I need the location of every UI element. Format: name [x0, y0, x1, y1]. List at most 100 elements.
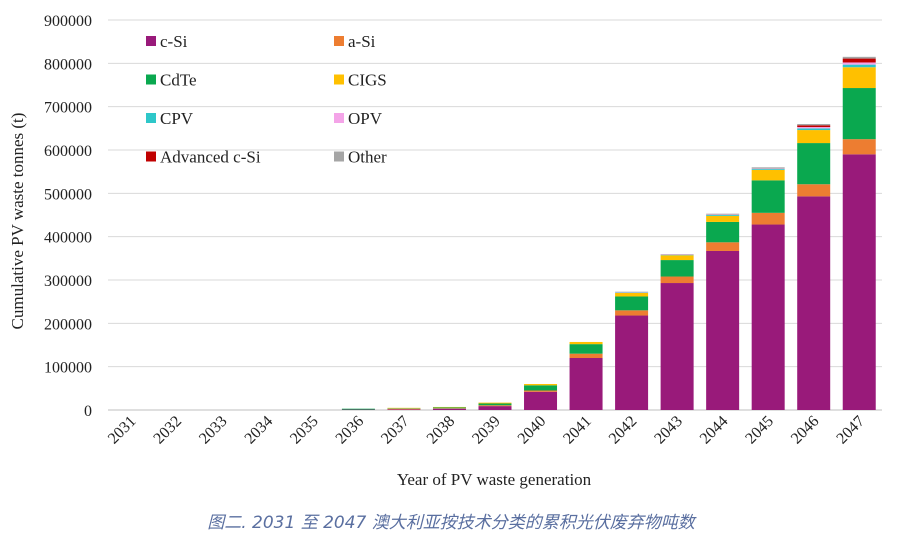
bar-segment — [478, 402, 512, 404]
x-tick-label: 2033 — [196, 413, 231, 448]
x-tick-label: 2047 — [833, 413, 868, 448]
y-tick-label: 400000 — [44, 230, 92, 247]
bar-segment — [524, 385, 558, 391]
x-tick-label: 2042 — [606, 413, 641, 448]
legend-label: CPV — [160, 109, 194, 128]
y-tick-label: 500000 — [44, 186, 92, 203]
x-tick-label: 2035 — [287, 413, 322, 448]
legend-label: Other — [348, 148, 387, 167]
bar-segment — [615, 293, 649, 297]
bar-segment — [842, 154, 876, 410]
bar-segment — [751, 169, 785, 170]
legend-label: c-Si — [160, 32, 188, 51]
bar-segment — [751, 212, 785, 225]
bars — [341, 56, 876, 410]
x-tick-label: 2044 — [697, 413, 732, 448]
bar-segment — [842, 56, 876, 59]
y-tick-label: 700000 — [44, 100, 92, 117]
y-axis-title: Cumulative PV waste tonnes (t) — [8, 113, 27, 330]
x-tick-label: 2045 — [742, 413, 777, 448]
legend: c-Si a-Si CdTe CIGS CPV OPV Advanced c-Si Other — [146, 32, 387, 167]
bar-segment — [797, 130, 831, 144]
bar-segment — [797, 184, 831, 197]
bar-segment — [341, 408, 375, 410]
bar-segment — [797, 128, 831, 131]
bar-segment — [842, 67, 876, 89]
bar-segment — [569, 353, 603, 358]
bar-segment — [842, 64, 876, 68]
bar-segment — [569, 341, 603, 345]
y-tick-label: 900000 — [44, 13, 92, 30]
x-tick-label: 2031 — [105, 413, 140, 448]
bar-segment — [660, 260, 694, 277]
bar-segment — [751, 167, 785, 169]
legend-swatch — [146, 36, 156, 46]
x-tick-label: 2034 — [242, 413, 277, 448]
y-tick-label: 100000 — [44, 360, 92, 377]
bar-segment — [615, 296, 649, 311]
bar-segment — [478, 403, 512, 406]
bar-segment — [660, 255, 694, 261]
y-tick-label: 800000 — [44, 56, 92, 73]
legend-swatch — [334, 151, 344, 162]
bar-segment — [797, 125, 831, 128]
x-tick-label: 2036 — [333, 413, 368, 448]
bar-segment — [387, 408, 421, 410]
y-tick-label: 200000 — [44, 316, 92, 333]
bar-segment — [660, 276, 694, 284]
legend-swatch — [334, 36, 344, 46]
bar-segment — [432, 408, 466, 410]
bar-segment — [706, 213, 740, 215]
bar-segment — [706, 250, 740, 410]
x-tick-label: 2041 — [560, 413, 595, 448]
legend-label: CIGS — [348, 71, 387, 90]
bar-segment — [706, 242, 740, 251]
bar-segment — [524, 384, 558, 386]
stacked-bar-chart: 0 100000 200000 300000 400000 500000 600000 700… — [8, 13, 882, 489]
bar-segment — [842, 62, 876, 65]
x-tick-label: 2040 — [515, 413, 550, 448]
y-tick-label: 300000 — [44, 273, 92, 290]
bar-segment — [751, 169, 785, 181]
figure-caption: 图二. 2031 至 2047 澳大利亚按技术分类的累积光伏废弃物吨数 — [207, 513, 695, 533]
x-tick-labels: 2031 2032 2033 2034 2035 2036 2037 2038 2039 2040… — [105, 413, 868, 448]
bar-segment — [797, 143, 831, 185]
legend-label: Advanced c-Si — [160, 148, 261, 167]
y-tick-labels: 0 100000 200000 300000 400000 500000 600000 700… — [44, 13, 92, 420]
x-axis-title: Year of PV waste generation — [397, 470, 592, 489]
bar-segment — [524, 390, 558, 392]
bar-segment — [842, 88, 876, 140]
bar-segment — [524, 391, 558, 410]
bar-segment — [478, 406, 512, 410]
legend-swatch — [146, 113, 156, 123]
bar-segment — [797, 127, 831, 129]
bar-segment — [432, 407, 466, 409]
gridlines — [108, 19, 882, 411]
legend-swatch — [334, 74, 344, 85]
x-tick-label: 2039 — [469, 413, 504, 448]
legend-label: CdTe — [160, 71, 197, 90]
bar-segment — [751, 180, 785, 213]
y-tick-label: 0 — [84, 403, 92, 420]
bar-segment — [569, 344, 603, 354]
legend-swatch — [334, 113, 344, 123]
bar-segment — [751, 224, 785, 410]
bar-segment — [478, 405, 512, 407]
bar-segment — [842, 58, 876, 63]
x-tick-label: 2037 — [378, 413, 413, 448]
bar-segment — [615, 315, 649, 410]
bar-segment — [797, 196, 831, 410]
x-tick-label: 2046 — [788, 413, 823, 448]
x-tick-label: 2038 — [424, 413, 459, 448]
bar-segment — [387, 409, 421, 410]
bar-segment — [706, 215, 740, 222]
bar-segment — [660, 283, 694, 410]
legend-label: OPV — [348, 109, 383, 128]
bar-segment — [706, 215, 740, 216]
bar-segment — [615, 310, 649, 316]
x-tick-label: 2043 — [651, 413, 686, 448]
bar-segment — [569, 358, 603, 410]
legend-label: a-Si — [348, 32, 376, 51]
bar-segment — [797, 124, 831, 126]
legend-swatch — [146, 151, 156, 162]
